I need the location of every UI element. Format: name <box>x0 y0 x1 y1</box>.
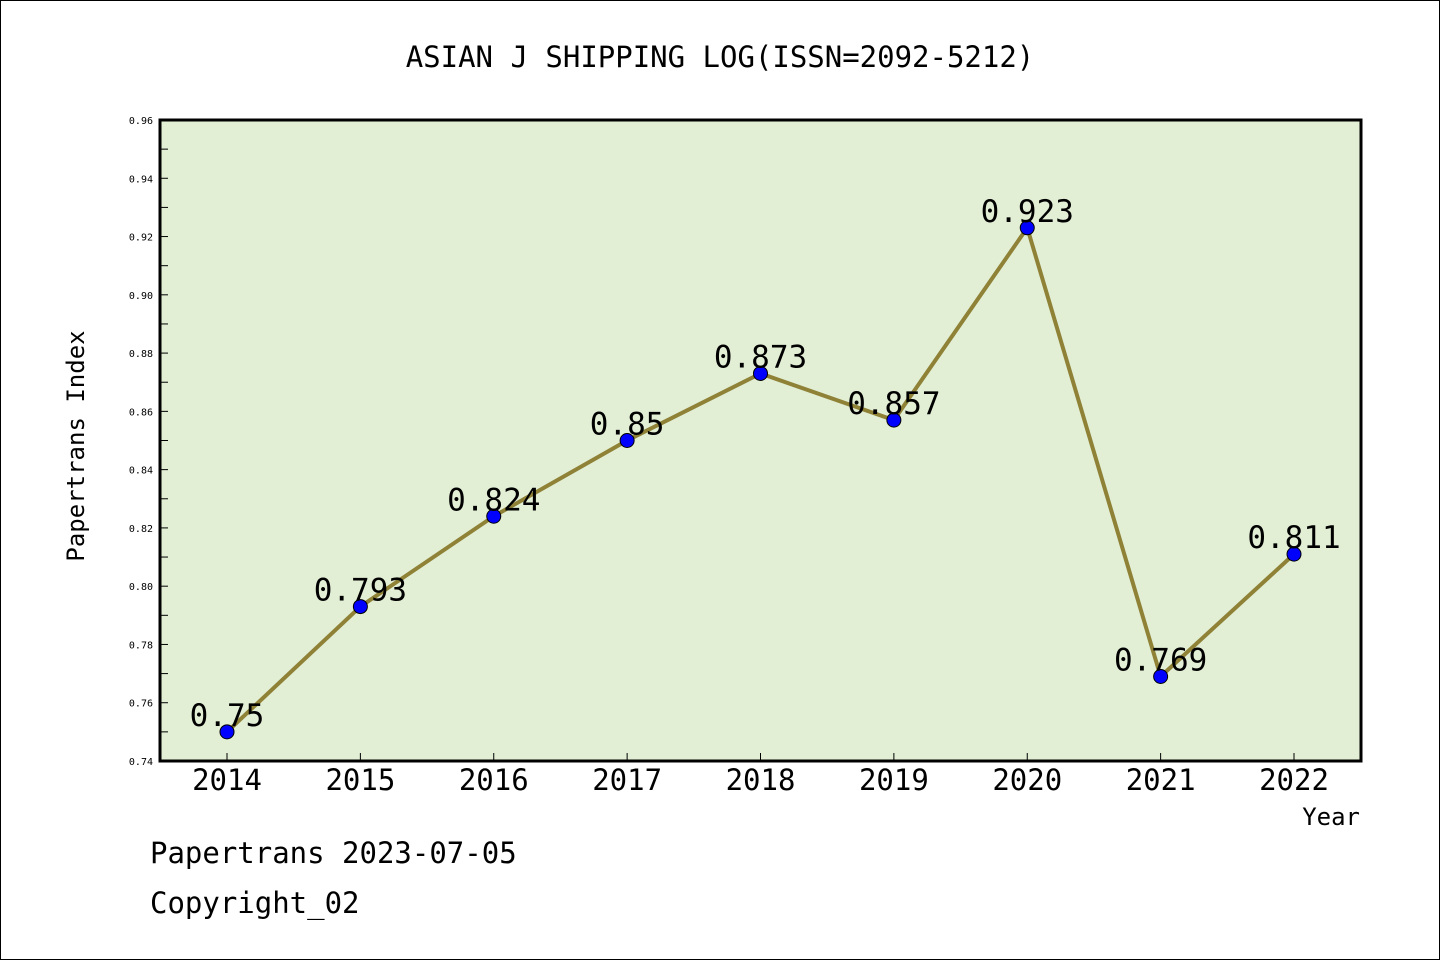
y-tick-label: 0.96 <box>129 116 153 127</box>
footer-date: Papertrans 2023-07-05 <box>150 836 517 870</box>
y-tick-label: 0.80 <box>129 582 153 593</box>
y-tick-label: 0.82 <box>129 524 153 535</box>
data-point <box>1153 669 1169 685</box>
data-point <box>619 433 635 448</box>
data-label: 0.769 <box>1114 643 1207 679</box>
chart-title: ASIAN J SHIPPING LOG(ISSN=2092-5212) <box>406 40 1035 74</box>
data-label: 0.811 <box>1247 520 1340 556</box>
x-tick-label: 2017 <box>592 763 662 797</box>
x-tick-label: 2020 <box>992 763 1062 797</box>
x-tick-label: 2016 <box>459 763 529 797</box>
y-axis-label: Papertrans Index <box>62 330 90 561</box>
data-point <box>219 724 235 740</box>
data-point <box>753 365 768 381</box>
data-label: 0.75 <box>190 698 265 734</box>
data-point <box>1286 546 1302 562</box>
data-label: 0.873 <box>714 339 807 375</box>
series-points-group <box>219 220 1302 740</box>
series-data-labels: 0.75 0.793 0.824 0.85 0.873 0.857 0.923 0.769 0.… <box>190 194 1341 734</box>
y-tick-label: 0.94 <box>129 174 153 185</box>
y-tick-label: 0.88 <box>129 349 153 360</box>
x-tick-label: 2015 <box>325 763 395 797</box>
y-tick-label: 0.78 <box>129 640 153 651</box>
x-tick-label: 2018 <box>726 763 796 797</box>
y-axis-ticks: 0.74 0.76 0.78 0.80 0.82 0.84 0.86 0.88 0.90 0.92… <box>129 116 168 768</box>
data-point <box>486 508 502 524</box>
data-label: 0.793 <box>314 573 407 609</box>
data-point <box>886 412 902 428</box>
data-label: 0.923 <box>981 194 1074 230</box>
x-tick-label: 2014 <box>192 763 262 797</box>
data-point <box>352 599 368 615</box>
x-axis-ticks: 2014 2015 2016 2017 2018 2019 2020 2021 2022 <box>192 753 1329 797</box>
y-tick-label: 0.74 <box>129 757 153 768</box>
data-label: 0.824 <box>447 482 540 518</box>
x-tick-label: 2019 <box>859 763 929 797</box>
y-tick-label: 0.84 <box>129 466 153 477</box>
plot-area <box>158 118 1363 763</box>
x-tick-label: 2021 <box>1126 763 1196 797</box>
x-axis-label: Year <box>1302 803 1360 831</box>
data-point <box>1019 220 1035 236</box>
data-label: 0.85 <box>590 407 665 443</box>
data-label: 0.857 <box>847 386 940 422</box>
y-tick-label: 0.92 <box>129 233 153 244</box>
footer-copyright: Copyright_02 <box>150 886 360 920</box>
y-tick-label: 0.90 <box>129 291 153 302</box>
y-tick-label: 0.86 <box>129 407 153 418</box>
y-tick-label: 0.76 <box>129 699 153 710</box>
x-tick-label: 2022 <box>1259 763 1329 797</box>
